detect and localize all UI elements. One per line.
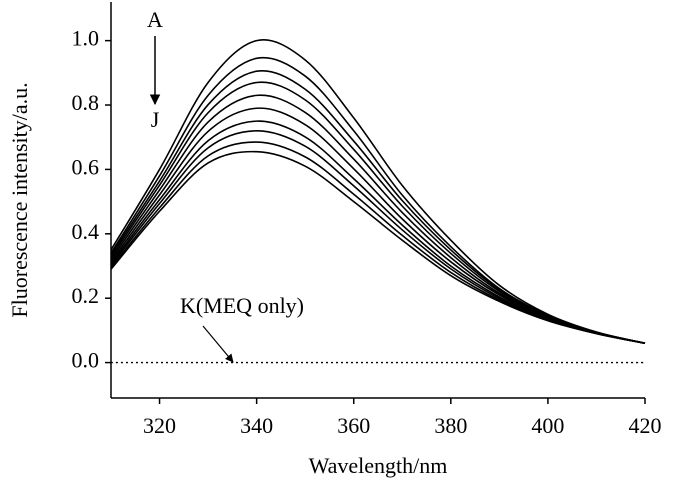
annotation: A	[147, 7, 163, 32]
series-line	[110, 150, 646, 345]
x-tick-label: 320	[143, 413, 176, 438]
x-axis-label: Wavelength/nm	[309, 453, 448, 478]
y-tick-label: 0.0	[72, 348, 100, 373]
annotation-arrow	[202, 325, 234, 363]
y-axis-label: Fluorescence intensity/a.u.	[7, 82, 32, 317]
annotation: K(MEQ only)	[180, 293, 304, 318]
x-tick-label: 360	[337, 413, 370, 438]
annotation: J	[151, 107, 160, 132]
y-tick-label: 0.8	[72, 90, 100, 115]
y-tick-label: 0.2	[72, 283, 100, 308]
y-tick-label: 1.0	[72, 26, 100, 51]
x-tick-label: 340	[240, 413, 273, 438]
y-tick-label: 0.4	[72, 219, 100, 244]
x-tick-label: 420	[629, 413, 662, 438]
x-tick-label: 380	[434, 413, 467, 438]
y-tick-label: 0.6	[72, 154, 100, 179]
series-line	[110, 107, 646, 345]
series-line	[110, 69, 646, 345]
x-tick-label: 400	[531, 413, 564, 438]
series-line	[110, 39, 646, 345]
